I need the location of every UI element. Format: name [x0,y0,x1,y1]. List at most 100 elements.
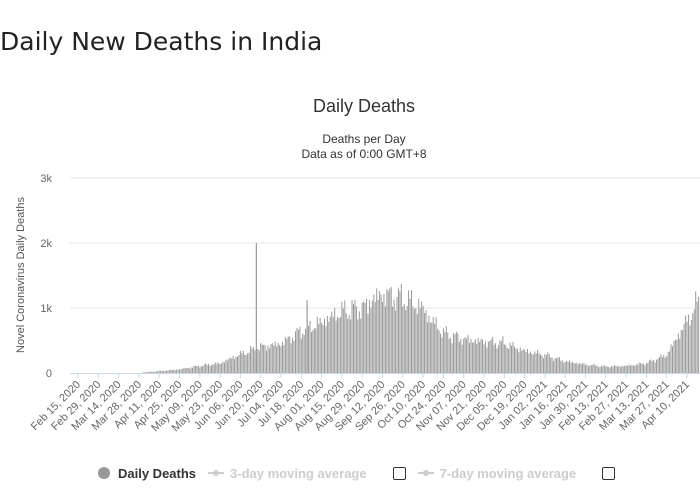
bar [600,365,602,373]
bar [277,342,279,373]
bar [432,317,434,373]
bar [247,352,249,373]
bar [513,346,515,373]
bar [324,318,325,373]
bar [660,354,662,373]
bar [353,304,354,373]
bar [518,352,520,373]
legend-dot-icon [98,467,110,479]
bar [366,298,368,373]
bar [637,364,639,373]
bar [631,364,633,373]
bar [226,360,228,373]
bar [408,290,410,373]
bar [492,336,494,373]
bar [425,310,427,373]
bar [235,356,237,373]
bar [564,361,566,373]
bar [599,366,601,373]
bar [361,302,363,373]
bar [286,338,288,373]
bar [216,363,218,373]
bar [529,351,531,373]
bar [648,360,650,373]
bar [493,344,495,373]
bar [421,301,423,373]
bar [426,322,428,373]
bar [250,345,252,373]
bar [384,306,386,373]
bar [170,369,172,373]
bar [690,319,692,373]
bar [205,363,207,373]
bar [158,370,160,373]
bar [326,316,328,373]
bar [616,366,618,373]
bar [274,341,276,373]
bar [209,366,211,373]
bar [299,326,301,373]
bar [316,316,318,373]
bar [319,317,321,373]
bar [653,359,655,373]
bar [480,339,482,373]
legend-item-daily-deaths[interactable]: Daily Deaths [98,466,196,481]
bar [585,365,586,373]
bar [348,315,350,373]
bar [574,363,576,373]
y-axis-label: Novel Coronavirus Daily Deaths [15,197,27,353]
bar [196,366,198,373]
bar [355,306,357,373]
bar [337,316,339,373]
chart-title: Daily Deaths [313,96,415,116]
bar [685,315,687,373]
legend-item-3-day-average[interactable]: 3-day moving average [208,466,367,481]
bar [589,365,591,373]
bar [228,358,230,373]
legend-7-day-checkbox[interactable] [602,466,616,480]
bar [461,344,463,373]
bar [206,364,208,373]
bar [495,343,497,373]
bar [541,355,543,373]
bar [192,367,194,373]
bar [315,328,317,373]
bar [458,342,460,373]
bar [284,336,286,373]
bar [477,337,479,373]
bar [535,353,537,373]
bar [258,350,260,373]
bar [418,298,420,373]
bar [484,341,486,373]
bar [474,339,476,373]
bar [669,351,671,373]
legend-item-7-day-average[interactable]: 7-day moving average [417,466,576,481]
bar [603,364,605,373]
bar [248,352,250,373]
bar [334,307,336,373]
bar [150,371,151,373]
bar [232,356,234,373]
legend-3-day-checkbox[interactable] [392,466,406,480]
bar [325,326,327,373]
bar [545,355,547,373]
bar [152,371,154,373]
daily-deaths-chart: Daily Deaths Deaths per Day Data as of 0… [15,96,700,434]
bar [416,313,418,373]
bar [429,322,431,373]
bar [550,357,552,373]
bar [221,363,223,373]
bar [569,360,571,373]
bar [496,348,498,373]
bar [580,364,582,373]
bar [382,302,383,373]
bar [203,364,205,373]
bar [342,308,344,373]
bar [506,347,508,373]
bar [399,291,401,373]
bar [448,338,450,373]
bar [522,349,524,373]
bar [422,305,424,373]
bar [241,353,243,373]
bar [667,352,669,373]
